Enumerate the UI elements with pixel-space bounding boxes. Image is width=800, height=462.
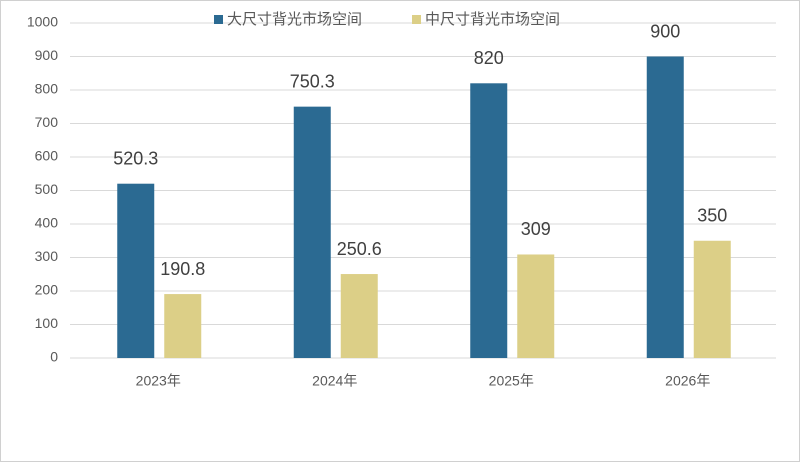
bar xyxy=(164,294,202,358)
data-label: 250.6 xyxy=(337,239,382,259)
y-tick-label: 900 xyxy=(35,47,59,63)
legend-label: 大尺寸背光市场空间 xyxy=(227,11,362,28)
data-label: 309 xyxy=(521,219,551,239)
y-tick-label: 300 xyxy=(35,248,59,264)
data-label: 350 xyxy=(697,206,727,226)
x-tick-label: 2025年 xyxy=(489,373,534,389)
y-tick-label: 400 xyxy=(35,215,59,231)
data-label: 900 xyxy=(650,21,680,41)
legend-swatch xyxy=(412,15,421,24)
y-tick-label: 600 xyxy=(35,148,59,164)
bar xyxy=(117,183,155,358)
x-tick-label: 2024年 xyxy=(312,373,357,389)
bar xyxy=(693,240,731,358)
bar xyxy=(293,106,331,358)
data-label: 820 xyxy=(474,48,504,68)
bar xyxy=(517,254,555,358)
y-tick-label: 0 xyxy=(50,349,58,365)
data-label: 520.3 xyxy=(113,148,158,168)
legend-label: 中尺寸背光市场空间 xyxy=(425,11,560,28)
data-label: 190.8 xyxy=(160,259,205,279)
data-label: 750.3 xyxy=(290,71,335,91)
x-tick-label: 2023年 xyxy=(136,373,181,389)
y-tick-label: 200 xyxy=(35,282,59,298)
y-tick-label: 1000 xyxy=(27,14,58,30)
y-tick-label: 500 xyxy=(35,181,59,197)
legend-swatch xyxy=(214,15,223,24)
y-tick-label: 700 xyxy=(35,114,59,130)
bar xyxy=(340,274,378,358)
bar xyxy=(470,83,508,359)
bar xyxy=(646,56,684,358)
x-tick-label: 2026年 xyxy=(665,373,710,389)
y-tick-label: 800 xyxy=(35,81,59,97)
y-tick-label: 100 xyxy=(35,315,59,331)
